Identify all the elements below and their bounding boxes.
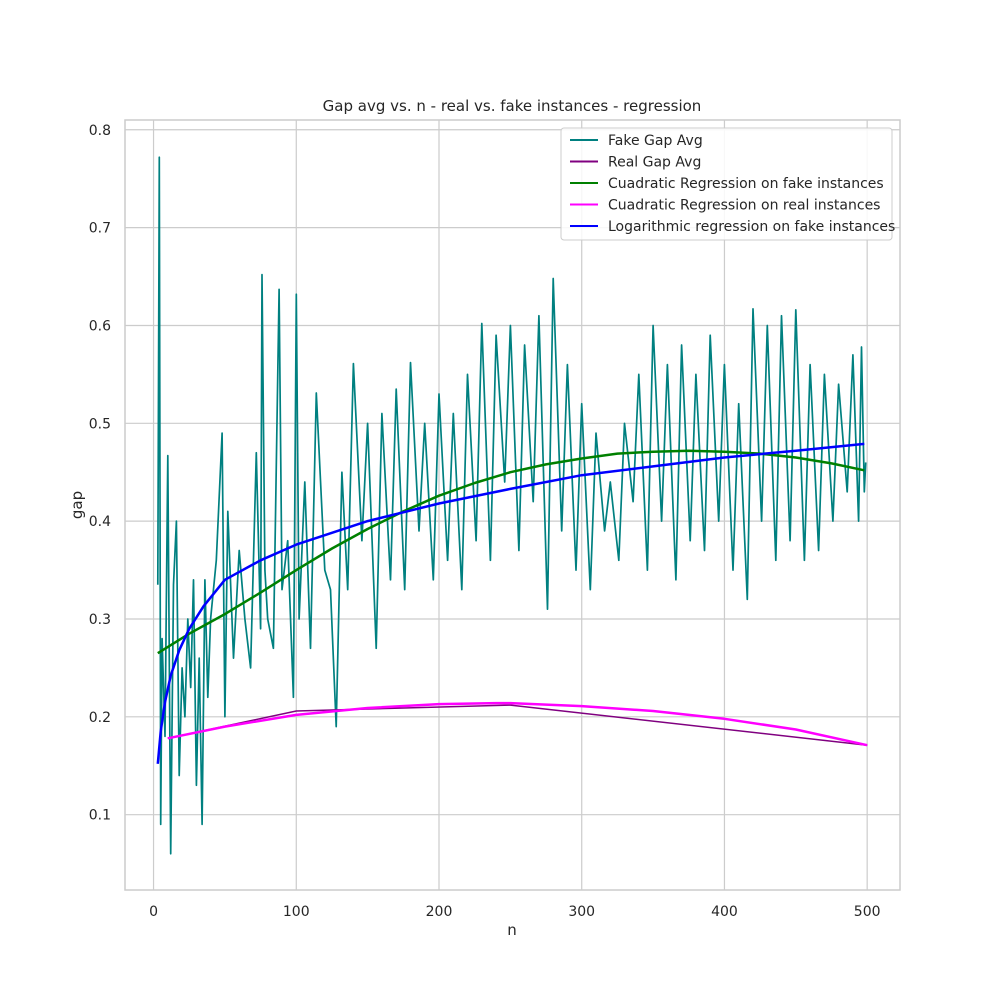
y-tick-label: 0.6	[89, 318, 111, 334]
legend-label: Real Gap Avg	[608, 155, 701, 171]
y-tick-label: 0.8	[89, 123, 111, 139]
x-tick-label: 400	[711, 904, 738, 920]
series-line-3	[157, 449, 865, 655]
y-tick-label: 0.4	[89, 514, 111, 530]
plot-frame	[124, 119, 901, 891]
x-tick-label: 300	[568, 904, 595, 920]
chart-title: Gap avg vs. n - real vs. fake instances …	[323, 97, 702, 115]
x-tick-label: 500	[854, 904, 881, 920]
legend: Fake Gap Avg Real Gap Avg Cuadratic Regres…	[560, 127, 895, 241]
legend-label: Cuadratic Regression on real instances	[608, 198, 880, 214]
y-axis-label: gap	[68, 491, 86, 519]
series-line-5	[156, 442, 865, 764]
legend-label: Cuadratic Regression on fake instances	[608, 176, 884, 192]
y-tick-label: 0.1	[89, 808, 111, 824]
legend-label: Logarithmic regression on fake instances	[608, 219, 895, 235]
legend-label: Fake Gap Avg	[608, 133, 703, 149]
x-axis-label: n	[507, 921, 517, 939]
x-tick-label: 200	[426, 904, 453, 920]
y-tick-label: 0.7	[89, 221, 111, 237]
x-tick-label: 100	[283, 904, 310, 920]
series-layer	[156, 156, 868, 855]
tick-labels: 0 100 200 300 400 500 0.1 0.2 0.3 0.4 0.5 0.6 0.7 0.8	[89, 123, 881, 920]
grid	[125, 120, 900, 890]
series-line-4	[167, 701, 868, 747]
legend-box	[560, 127, 893, 241]
x-tick-label: 0	[149, 904, 158, 920]
series-line-1	[156, 156, 867, 855]
y-tick-label: 0.3	[89, 612, 111, 628]
y-tick-label: 0.5	[89, 416, 111, 432]
y-tick-label: 0.2	[89, 710, 111, 726]
